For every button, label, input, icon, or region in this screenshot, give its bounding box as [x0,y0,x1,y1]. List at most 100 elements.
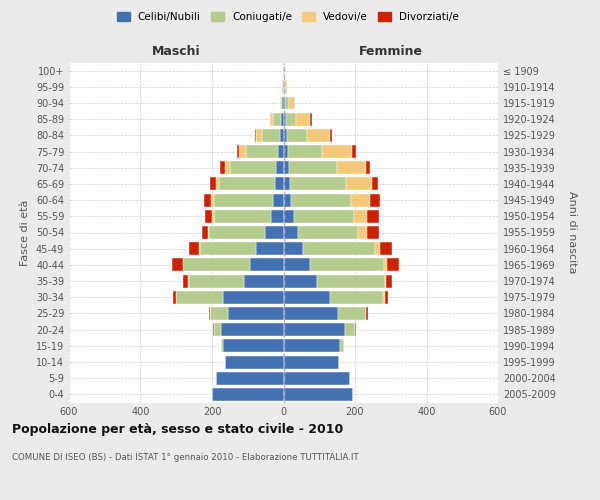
Bar [281,112,284,126]
Bar [262,129,280,142]
Bar [275,178,284,190]
Bar [209,226,265,239]
Bar [385,291,388,304]
Bar [270,112,274,126]
Bar [228,307,284,320]
Text: Popolazione per età, sesso e stato civile - 2010: Popolazione per età, sesso e stato civil… [12,422,343,436]
Bar [208,226,209,239]
Bar [283,80,284,94]
Bar [224,162,230,174]
Bar [284,307,338,320]
Bar [189,274,244,287]
Bar [210,307,228,320]
Bar [290,178,346,190]
Bar [292,194,352,206]
Bar [370,194,380,206]
Bar [367,226,379,239]
Bar [285,96,289,110]
Bar [284,258,310,272]
Bar [278,145,284,158]
Bar [293,210,353,223]
Bar [338,307,367,320]
Bar [230,162,277,174]
Bar [284,80,285,94]
Bar [221,323,284,336]
Bar [380,242,392,255]
Bar [250,258,284,272]
Bar [385,274,386,287]
Bar [200,242,256,255]
Bar [274,112,281,126]
Bar [239,145,246,158]
Bar [352,145,356,158]
Bar [190,242,199,255]
Bar [284,242,303,255]
Bar [205,210,212,223]
Bar [284,210,293,223]
Bar [284,129,287,142]
Bar [284,112,286,126]
Bar [202,226,208,239]
Bar [176,291,223,304]
Bar [271,210,284,223]
Text: COMUNE DI ISEO (BS) - Dati ISTAT 1° gennaio 2010 - Elaborazione TUTTITALIA.IT: COMUNE DI ISEO (BS) - Dati ISTAT 1° genn… [12,452,359,462]
Bar [387,258,398,272]
Bar [284,388,353,401]
Bar [283,96,284,110]
Bar [367,307,368,320]
Legend: Celibi/Nubili, Coniugati/e, Vedovi/e, Divorziati/e: Celibi/Nubili, Coniugati/e, Vedovi/e, Di… [113,8,463,26]
Bar [352,194,370,206]
Bar [386,274,392,287]
Bar [212,210,214,223]
Bar [255,129,256,142]
Bar [209,307,210,320]
Bar [284,356,339,368]
Bar [224,356,284,368]
Bar [303,242,374,255]
Bar [213,323,214,336]
Bar [214,210,271,223]
Bar [284,96,285,110]
Bar [215,178,219,190]
Bar [337,162,367,174]
Bar [307,129,330,142]
Bar [246,145,278,158]
Bar [284,145,288,158]
Bar [183,274,188,287]
Bar [284,323,345,336]
Bar [256,129,262,142]
Bar [211,194,214,206]
Bar [277,162,284,174]
Bar [284,274,317,287]
Text: Maschi: Maschi [152,44,200,58]
Bar [296,112,310,126]
Bar [237,145,239,158]
Bar [219,178,275,190]
Bar [372,178,377,190]
Bar [212,388,284,401]
Bar [383,291,385,304]
Bar [273,194,284,206]
Bar [287,129,307,142]
Bar [223,291,284,304]
Bar [284,162,289,174]
Text: Femmine: Femmine [359,44,423,58]
Bar [281,96,283,110]
Bar [374,242,380,255]
Bar [284,178,290,190]
Bar [383,258,387,272]
Bar [298,226,358,239]
Bar [204,194,211,206]
Bar [220,162,224,174]
Y-axis label: Anni di nascita: Anni di nascita [567,191,577,274]
Bar [280,129,284,142]
Bar [358,226,367,239]
Bar [284,372,350,384]
Bar [173,291,176,304]
Bar [223,340,284,352]
Bar [284,340,340,352]
Bar [289,162,337,174]
Bar [199,242,200,255]
Bar [310,112,312,126]
Bar [214,323,221,336]
